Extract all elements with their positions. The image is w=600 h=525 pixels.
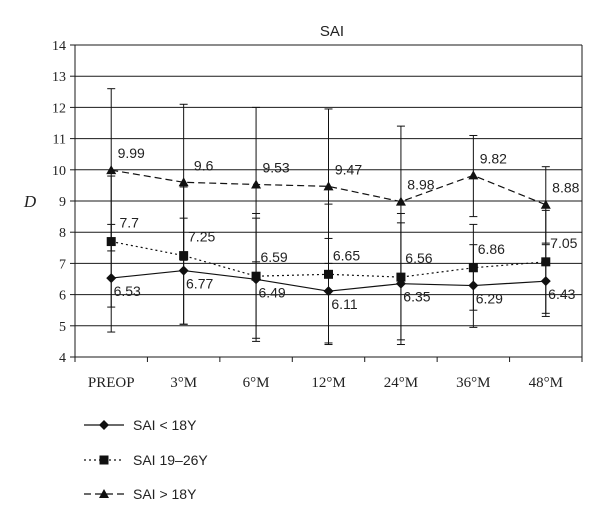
- data-label: 6.65: [333, 247, 360, 263]
- data-label: 6.56: [405, 250, 432, 266]
- y-tick-label: 11: [53, 133, 66, 148]
- legend-marker: [99, 420, 109, 430]
- data-point: [540, 199, 551, 209]
- y-tick-label: 8: [59, 226, 66, 241]
- data-label: 6.86: [478, 241, 505, 257]
- data-point: [468, 263, 478, 273]
- data-label: 6.49: [258, 284, 285, 300]
- data-point: [540, 276, 551, 287]
- data-label: 9.53: [262, 159, 289, 175]
- x-tick-label: 24°M: [384, 375, 418, 391]
- data-point: [396, 272, 406, 282]
- data-label: 6.35: [403, 289, 430, 305]
- data-label: 9.6: [194, 157, 214, 173]
- y-tick-label: 5: [59, 320, 66, 335]
- data-label: 9.82: [480, 150, 507, 166]
- y-tick-label: 7: [59, 257, 66, 272]
- data-label: 6.53: [114, 283, 141, 299]
- data-label: 9.47: [335, 161, 362, 177]
- data-label: 6.11: [331, 296, 357, 312]
- axis-layer: 4 5 6 7 8 9 10 11 12 13 14 PREOP 3°M 6°M 12°M 24°M 36°M 4…: [52, 39, 583, 391]
- x-tick-label: 48°M: [529, 375, 563, 391]
- y-tick-label: 14: [52, 39, 66, 54]
- x-tick-label: 12°M: [311, 375, 345, 391]
- y-tick-label: 12: [52, 101, 66, 116]
- data-label: 8.98: [407, 177, 434, 193]
- data-point: [106, 237, 116, 247]
- data-point: [251, 271, 261, 281]
- y-tick-label: 10: [52, 164, 66, 179]
- data-point: [324, 269, 333, 279]
- data-point: [395, 196, 406, 206]
- x-tick-label: PREOP: [88, 375, 135, 391]
- y-tick-label: 6: [59, 289, 66, 304]
- data-label: 8.88: [552, 180, 579, 196]
- data-point: [541, 257, 551, 267]
- data-label: 7.05: [550, 235, 577, 251]
- legend: SAI < 18Y SAI 19–26Y SAI > 18Y: [84, 417, 208, 502]
- x-tick-label: 3°M: [170, 375, 197, 391]
- data-point: [178, 177, 189, 187]
- chart-title: SAI: [320, 23, 344, 40]
- data-point: [323, 286, 334, 297]
- data-point: [468, 280, 479, 291]
- data-label: 7.25: [188, 229, 215, 245]
- data-label: 6.29: [476, 291, 503, 307]
- data-label: 6.43: [548, 286, 575, 302]
- x-tick-label: 6°M: [243, 375, 270, 391]
- marker-layer: [106, 165, 551, 297]
- data-point: [179, 251, 189, 261]
- y-tick-label: 4: [59, 351, 66, 366]
- y-axis-label: D: [23, 192, 37, 211]
- legend-marker: [99, 455, 109, 465]
- data-point: [468, 170, 479, 180]
- legend-label: SAI > 18Y: [133, 486, 197, 502]
- data-point: [323, 181, 334, 191]
- data-label: 7.7: [119, 215, 139, 231]
- data-label-layer: 6.53 6.77 6.49 6.11 6.35 6.29 6.43 7.7 7.25 6.59 6…: [114, 145, 580, 312]
- legend-marker: [99, 489, 109, 498]
- data-point: [178, 265, 189, 276]
- data-point: [106, 165, 117, 175]
- y-tick-label: 13: [52, 70, 66, 85]
- data-label: 6.77: [186, 276, 213, 292]
- y-tick-label: 9: [59, 195, 66, 210]
- data-point: [106, 273, 117, 284]
- data-label: 6.59: [260, 249, 287, 265]
- data-point: [251, 179, 262, 189]
- legend-label: SAI < 18Y: [133, 417, 197, 433]
- data-label: 9.99: [118, 145, 145, 161]
- legend-label: SAI 19–26Y: [133, 452, 208, 468]
- x-tick-label: 36°M: [456, 375, 490, 391]
